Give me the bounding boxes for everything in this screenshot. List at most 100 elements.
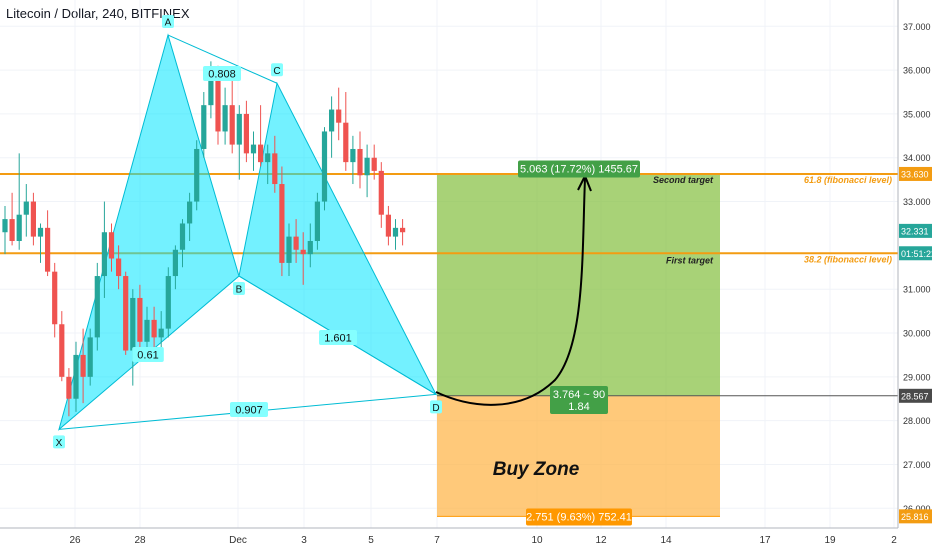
candle-body bbox=[208, 74, 214, 106]
candle-body bbox=[151, 319, 157, 338]
loss-zone bbox=[437, 395, 720, 517]
candle-body bbox=[80, 354, 86, 377]
position-zones bbox=[437, 173, 898, 517]
price-tag-label: 33.630 bbox=[901, 169, 929, 179]
price-tag bbox=[899, 388, 932, 403]
candle-body bbox=[201, 105, 207, 149]
candle-body bbox=[172, 249, 178, 277]
target-label-text: 5.063 (17.72%) 1455.67 bbox=[520, 164, 638, 176]
y-tick-label: 29.000 bbox=[903, 372, 931, 382]
risk-reward-label: 1.84 bbox=[568, 401, 589, 413]
candle-body bbox=[137, 297, 143, 342]
x-tick-label: 7 bbox=[434, 535, 440, 546]
y-tick-label: 31.000 bbox=[903, 285, 931, 295]
candle-body bbox=[336, 109, 342, 123]
y-tick-label: 34.000 bbox=[903, 153, 931, 163]
candle-body bbox=[250, 144, 257, 154]
ratio-label: 1.601 bbox=[324, 333, 352, 345]
price-tag-label: 01:51:22 bbox=[901, 249, 932, 259]
x-tick-label: 26 bbox=[69, 535, 81, 546]
pattern-point-label: B bbox=[236, 285, 243, 296]
x-tick-label: 17 bbox=[759, 535, 771, 546]
candle-body bbox=[144, 319, 150, 342]
target-label-text-box bbox=[518, 160, 640, 178]
y-tick-label: 35.000 bbox=[903, 109, 931, 119]
candle-body bbox=[378, 170, 384, 215]
x-tick-label: 2 bbox=[891, 535, 897, 546]
buy-zone-label: Buy Zone bbox=[493, 459, 580, 480]
candle-body bbox=[59, 324, 65, 377]
candle-body bbox=[187, 201, 193, 224]
candle-body bbox=[66, 376, 72, 399]
candle-body bbox=[279, 184, 285, 263]
price-tag bbox=[899, 246, 932, 261]
candle-body bbox=[307, 240, 313, 255]
candle-body bbox=[385, 214, 391, 237]
stop-label-text-box bbox=[526, 508, 632, 526]
x-tick-label: 10 bbox=[531, 535, 543, 546]
pattern-point-label: X bbox=[56, 438, 63, 449]
candle-body bbox=[108, 232, 115, 259]
candle-body bbox=[94, 276, 100, 338]
fib-level-label: 38.2 (fibonacci level) bbox=[804, 254, 892, 264]
x-tick-label: 12 bbox=[595, 535, 607, 546]
ratio-badge bbox=[203, 66, 241, 81]
candle-body bbox=[165, 276, 171, 329]
candle-body bbox=[392, 227, 399, 237]
candle-body bbox=[130, 297, 136, 351]
x-tick-label: 5 bbox=[368, 535, 374, 546]
candle-body bbox=[321, 131, 328, 202]
ratio-badge bbox=[132, 347, 164, 362]
pattern-point-badge bbox=[271, 63, 283, 77]
candle-body bbox=[179, 223, 186, 250]
candle-body bbox=[45, 227, 51, 272]
profit-zone bbox=[437, 173, 720, 396]
candle-body bbox=[30, 201, 36, 237]
fib-level-label: 61.8 (fibonacci level) bbox=[804, 175, 892, 185]
y-tick-label: 26.000 bbox=[903, 504, 931, 514]
candle-body bbox=[343, 122, 349, 163]
x-tick-label: 3 bbox=[301, 535, 307, 546]
candle-body bbox=[350, 148, 356, 163]
y-axis-bg bbox=[898, 0, 932, 550]
candle-body bbox=[52, 271, 58, 325]
candle-body bbox=[9, 219, 15, 241]
candle-body bbox=[73, 354, 79, 399]
price-tag-label: 25.816 bbox=[901, 512, 929, 522]
pattern-line-ac bbox=[167, 34, 278, 84]
x-tick-label: 28 bbox=[134, 535, 146, 546]
ratio-label: 0.808 bbox=[208, 69, 236, 81]
y-tick-label: 28.000 bbox=[903, 416, 931, 426]
ratio-badge bbox=[230, 402, 268, 417]
x-tick-label: Dec bbox=[229, 535, 247, 546]
risk-reward-label-box bbox=[550, 386, 608, 414]
ratio-label: 0.61 bbox=[137, 350, 158, 362]
pattern-point-label: C bbox=[273, 66, 280, 77]
candle-body bbox=[357, 148, 363, 176]
risk-reward-label: 3.764 ~ 90 bbox=[553, 389, 605, 401]
candle-body bbox=[258, 144, 264, 163]
candle-body bbox=[194, 148, 200, 202]
y-tick-label: 36.000 bbox=[903, 66, 931, 76]
pattern-point-badge bbox=[53, 435, 65, 449]
target-label: Second target bbox=[653, 175, 714, 185]
pattern-triangle-bcd bbox=[238, 81, 438, 396]
price-tag bbox=[899, 223, 932, 238]
candle-body bbox=[314, 201, 320, 241]
price-tag-label: 28.567 bbox=[901, 391, 929, 401]
price-tag-label: 32.331 bbox=[901, 226, 929, 236]
ratio-label: 0.907 bbox=[235, 405, 263, 417]
pattern-point-label: A bbox=[165, 18, 172, 29]
candle-body bbox=[293, 236, 299, 250]
pattern-point-label: D bbox=[432, 403, 439, 414]
candle-body bbox=[2, 219, 8, 233]
candle-body bbox=[371, 157, 377, 171]
candle-body bbox=[87, 337, 93, 377]
candles bbox=[2, 61, 406, 417]
price-tag bbox=[899, 166, 932, 181]
candle-body bbox=[158, 328, 164, 338]
candle-body bbox=[286, 236, 292, 263]
target-label: First target bbox=[666, 255, 714, 265]
